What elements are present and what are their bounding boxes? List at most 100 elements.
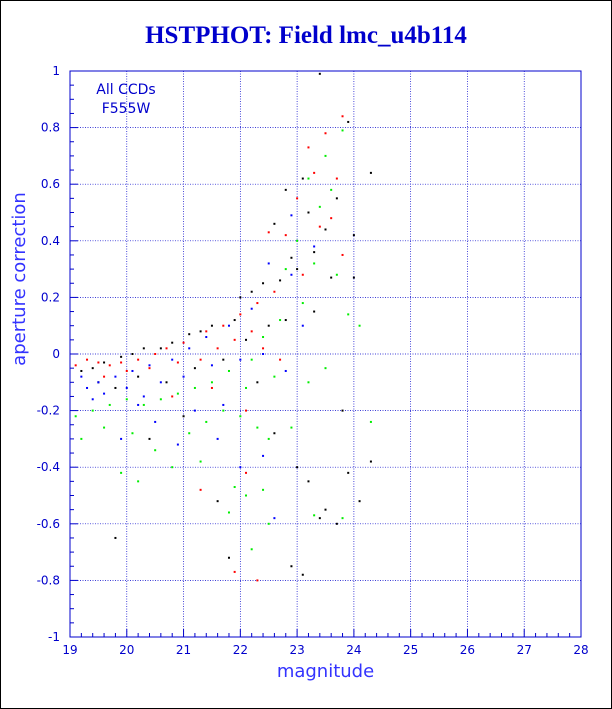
data-point [273, 290, 276, 293]
minor-ticks [70, 84, 571, 637]
data-point [262, 353, 265, 355]
data-point [245, 471, 248, 474]
data-point [284, 319, 287, 322]
data-point [210, 324, 213, 327]
data-point [318, 225, 321, 228]
data-point [324, 508, 327, 511]
data-point [199, 358, 202, 361]
data-point [216, 347, 219, 350]
data-point [97, 361, 100, 364]
y-tick-label: 0.6 [41, 177, 60, 191]
data-point [182, 375, 185, 378]
data-point [125, 398, 128, 401]
data-point [290, 426, 293, 429]
data-point [341, 115, 344, 118]
data-point [347, 471, 350, 474]
data-point [239, 313, 242, 316]
data-point [154, 449, 157, 452]
data-point [165, 347, 168, 350]
data-point [262, 488, 265, 491]
data-point [369, 460, 372, 463]
data-point [273, 432, 276, 435]
data-point [341, 129, 344, 132]
data-point [284, 369, 287, 372]
data-point [137, 480, 140, 483]
data-point [284, 268, 287, 271]
y-tick-label: 1 [52, 64, 60, 78]
data-point [222, 403, 225, 406]
data-point [250, 307, 253, 310]
data-point [324, 154, 327, 157]
y-tick-label: 0.8 [41, 121, 60, 135]
annotation-filter: F555W [102, 101, 151, 117]
data-point [176, 443, 179, 446]
data-point [193, 409, 196, 412]
data-point [74, 415, 77, 418]
data-point [233, 319, 236, 322]
data-point [154, 420, 157, 423]
x-tick-label: 28 [573, 643, 588, 657]
data-point [335, 273, 338, 276]
data-point [301, 302, 304, 305]
data-point [284, 188, 287, 191]
data-point [188, 333, 191, 336]
data-point [262, 282, 265, 285]
data-point [256, 302, 259, 305]
data-point [222, 409, 225, 412]
data-point [313, 245, 316, 248]
y-tick-label: -0.8 [37, 573, 60, 587]
data-point [341, 253, 344, 256]
chart-title: HSTPHOT: Field lmc_u4b114 [145, 22, 467, 49]
data-point [301, 573, 304, 576]
data-point [290, 256, 293, 259]
y-tick-label: -0.2 [37, 404, 60, 418]
data-point [262, 347, 265, 350]
data-point [199, 330, 202, 333]
data-point [324, 367, 327, 370]
data-point [97, 381, 100, 384]
data-point [114, 375, 117, 378]
data-point [216, 437, 219, 440]
data-point [188, 347, 191, 350]
data-point [216, 500, 219, 503]
data-point [91, 367, 94, 370]
data-point [142, 403, 145, 406]
y-tick-label: -1 [48, 630, 60, 644]
data-point [80, 437, 83, 440]
data-point [318, 517, 321, 520]
data-point [182, 415, 185, 418]
data-point [159, 347, 162, 350]
data-point [125, 369, 128, 372]
y-tick-label: -0.4 [37, 460, 60, 474]
data-point [210, 364, 213, 367]
data-point [239, 358, 242, 361]
data-point [318, 72, 321, 75]
data-point [227, 369, 230, 372]
data-point [358, 324, 361, 327]
data-point [91, 398, 94, 401]
data-point [154, 353, 157, 355]
data-point [245, 409, 248, 412]
data-point [347, 120, 350, 123]
data-point [335, 197, 338, 200]
data-point [193, 386, 196, 389]
data-point [148, 367, 151, 370]
y-tick-label: 0.4 [41, 234, 60, 248]
data-point [86, 358, 89, 361]
data-point [148, 437, 151, 440]
x-tick-label: 19 [62, 643, 77, 657]
data-point [273, 375, 276, 378]
data-point [369, 420, 372, 423]
y-tick-label: 0.2 [41, 290, 60, 304]
data-point [233, 570, 236, 573]
data-point [273, 517, 276, 520]
data-point [222, 324, 225, 327]
data-point [262, 454, 265, 457]
data-point [137, 358, 140, 361]
data-point [205, 330, 208, 333]
data-point [341, 517, 344, 520]
data-point [80, 369, 83, 372]
data-point [296, 268, 299, 271]
annotation-ccds: All CCDs [96, 82, 155, 98]
data-point [313, 171, 316, 174]
